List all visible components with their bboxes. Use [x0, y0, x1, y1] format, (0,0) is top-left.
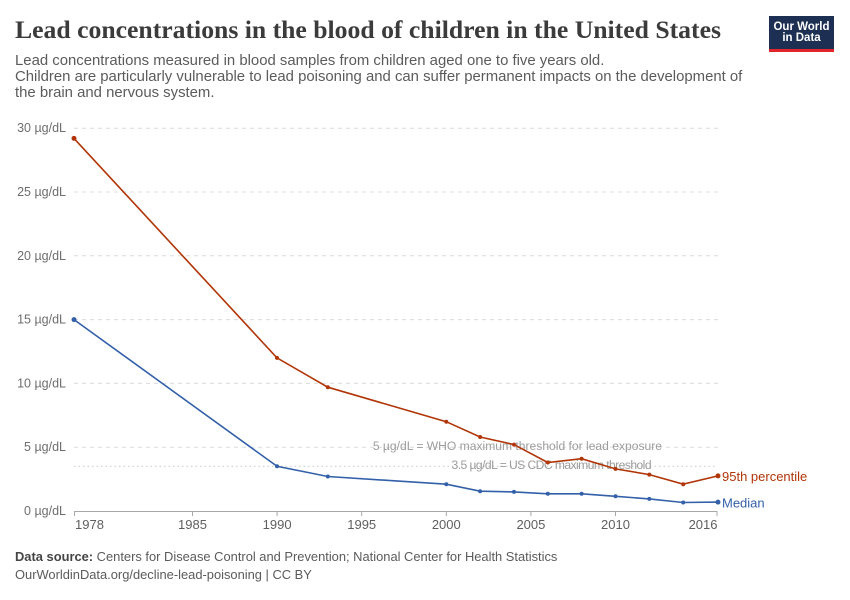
svg-text:2010: 2010 — [601, 517, 630, 532]
svg-text:25 µg/dL: 25 µg/dL — [17, 185, 66, 199]
svg-text:30 µg/dL: 30 µg/dL — [17, 121, 66, 135]
svg-text:1995: 1995 — [347, 517, 376, 532]
svg-text:95th percentile: 95th percentile — [722, 469, 807, 484]
svg-text:2000: 2000 — [432, 517, 461, 532]
svg-text:3.5 µg/dL = US CDC maximum thr: 3.5 µg/dL = US CDC maximum threshold — [452, 458, 651, 472]
svg-text:1990: 1990 — [263, 517, 292, 532]
svg-text:20 µg/dL: 20 µg/dL — [17, 249, 66, 263]
svg-text:1978: 1978 — [75, 517, 104, 532]
svg-text:2005: 2005 — [516, 517, 545, 532]
svg-text:1985: 1985 — [178, 517, 207, 532]
svg-text:Median: Median — [722, 496, 765, 511]
svg-text:2016: 2016 — [689, 517, 718, 532]
svg-text:5 µg/dL: 5 µg/dL — [24, 440, 66, 454]
svg-text:0 µg/dL: 0 µg/dL — [24, 504, 66, 518]
svg-text:10 µg/dL: 10 µg/dL — [17, 376, 66, 390]
svg-text:15 µg/dL: 15 µg/dL — [17, 313, 66, 327]
